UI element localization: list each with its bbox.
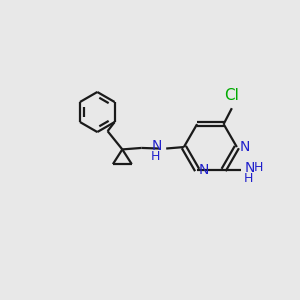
Text: H: H (151, 150, 160, 163)
Text: H: H (244, 172, 254, 185)
Text: H: H (254, 160, 263, 174)
Text: N: N (152, 139, 162, 153)
Text: N: N (239, 140, 250, 154)
Text: N: N (244, 160, 255, 175)
Text: Cl: Cl (224, 88, 239, 103)
Text: N: N (199, 163, 209, 177)
